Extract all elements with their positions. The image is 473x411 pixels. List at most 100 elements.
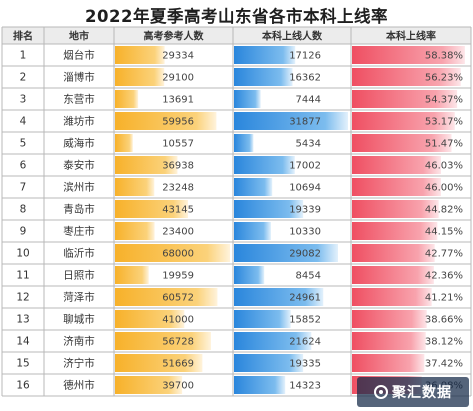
admitted-bar bbox=[234, 266, 265, 284]
city-cell: 济南市 bbox=[63, 335, 95, 348]
rate-bar bbox=[352, 90, 458, 108]
rate-bar bbox=[352, 266, 434, 284]
watermark-badge: 聚汇数据 bbox=[357, 377, 469, 407]
rate-label: 44.82% bbox=[425, 205, 463, 216]
examinees-label: 23400 bbox=[162, 227, 194, 238]
examinees-bar bbox=[115, 46, 165, 64]
rank-cell: 10 bbox=[16, 248, 29, 260]
examinees-label: 29334 bbox=[162, 51, 194, 62]
rank-cell: 5 bbox=[20, 138, 27, 150]
rate-bar bbox=[352, 178, 441, 196]
examinees-bar bbox=[115, 244, 230, 262]
examinees-label: 29100 bbox=[162, 73, 194, 84]
examinees-bar bbox=[115, 332, 211, 350]
rate-label: 44.15% bbox=[425, 227, 463, 238]
rank-cell: 4 bbox=[20, 116, 27, 128]
rate-bar bbox=[352, 200, 439, 218]
rate-label: 51.47% bbox=[425, 139, 463, 150]
admitted-label: 14323 bbox=[289, 381, 321, 392]
admitted-bar bbox=[234, 354, 304, 372]
examinees-label: 19959 bbox=[162, 271, 194, 282]
admitted-label: 7444 bbox=[296, 95, 321, 106]
admitted-bar bbox=[234, 134, 254, 152]
rate-label: 54.37% bbox=[425, 95, 463, 106]
watermark-text: 聚汇数据 bbox=[392, 385, 452, 401]
admitted-bar bbox=[234, 90, 261, 108]
city-cell: 临沂市 bbox=[63, 247, 95, 260]
rate-bar bbox=[352, 112, 455, 130]
examinees-bar bbox=[115, 376, 183, 394]
watermark-logo-icon bbox=[374, 385, 388, 399]
admitted-bar bbox=[234, 46, 296, 64]
rate-bar bbox=[352, 222, 438, 240]
rate-label: 42.77% bbox=[425, 249, 463, 260]
rate-bar bbox=[352, 354, 425, 372]
admitted-bar bbox=[234, 332, 312, 350]
rank-cell: 14 bbox=[16, 336, 30, 348]
city-cell: 东营市 bbox=[63, 93, 95, 106]
rank-cell: 1 bbox=[20, 50, 27, 62]
rate-label: 38.66% bbox=[425, 315, 463, 326]
admitted-bar bbox=[234, 156, 295, 174]
rate-label: 46.03% bbox=[425, 161, 463, 172]
examinees-bar bbox=[115, 68, 165, 86]
rank-cell: 6 bbox=[20, 160, 27, 172]
rate-bar bbox=[352, 68, 461, 86]
header-row-bg bbox=[2, 27, 471, 44]
city-cell: 德州市 bbox=[63, 379, 95, 392]
rate-label: 56.23% bbox=[425, 73, 463, 84]
examinees-bar bbox=[115, 156, 178, 174]
city-cell: 烟台市 bbox=[63, 49, 95, 62]
rank-cell: 13 bbox=[16, 314, 29, 326]
admitted-bar bbox=[234, 376, 286, 394]
rate-bar bbox=[352, 310, 427, 328]
admitted-label: 17126 bbox=[289, 51, 321, 62]
examinees-bar bbox=[115, 90, 139, 108]
examinees-label: 36938 bbox=[162, 161, 194, 172]
city-cell: 日照市 bbox=[63, 269, 95, 282]
examinees-label: 59956 bbox=[162, 117, 194, 128]
rate-label: 58.38% bbox=[425, 51, 463, 62]
city-cell: 青岛市 bbox=[63, 203, 95, 216]
admitted-bar bbox=[234, 200, 304, 218]
examinees-bar bbox=[115, 310, 185, 328]
rate-bar bbox=[352, 332, 426, 350]
examinees-bar bbox=[115, 288, 218, 306]
examinees-label: 43145 bbox=[162, 205, 194, 216]
admitted-bar bbox=[234, 112, 348, 130]
examinees-label: 23248 bbox=[162, 183, 194, 194]
city-cell: 聊城市 bbox=[63, 313, 95, 326]
rate-label: 41.21% bbox=[425, 293, 463, 304]
rate-bar bbox=[352, 288, 432, 306]
admitted-label: 19339 bbox=[289, 205, 321, 216]
rate-label: 38.12% bbox=[425, 337, 463, 348]
examinees-label: 68000 bbox=[162, 249, 194, 260]
city-cell: 菏泽市 bbox=[63, 291, 95, 304]
rank-cell: 12 bbox=[16, 292, 29, 304]
examinees-label: 39700 bbox=[162, 381, 194, 392]
examinees-bar bbox=[115, 134, 133, 152]
admitted-label: 10330 bbox=[289, 227, 321, 238]
admitted-bar bbox=[234, 222, 271, 240]
rate-bar bbox=[352, 244, 435, 262]
admitted-bar bbox=[234, 178, 273, 196]
examinees-bar bbox=[115, 112, 217, 130]
city-cell: 潍坊市 bbox=[63, 115, 95, 128]
examinees-bar bbox=[115, 178, 155, 196]
admitted-label: 17002 bbox=[289, 161, 321, 172]
admitted-label: 29082 bbox=[289, 249, 321, 260]
city-cell: 泰安市 bbox=[63, 159, 95, 172]
examinees-bar bbox=[115, 266, 149, 284]
admitted-label: 24961 bbox=[289, 293, 321, 304]
city-cell: 滨州市 bbox=[63, 181, 95, 194]
column-header: 本科上线率 bbox=[386, 30, 436, 43]
page-title: 2022年夏季高考山东省各市本科上线率 bbox=[85, 7, 388, 26]
city-cell: 济宁市 bbox=[63, 357, 95, 370]
examinees-label: 10557 bbox=[162, 139, 194, 150]
rank-cell: 9 bbox=[20, 226, 27, 238]
admitted-label: 31877 bbox=[289, 117, 321, 128]
city-cell: 枣庄市 bbox=[63, 225, 95, 238]
rank-cell: 7 bbox=[20, 182, 27, 194]
rank-cell: 2 bbox=[20, 72, 27, 84]
admitted-bar bbox=[234, 244, 339, 262]
